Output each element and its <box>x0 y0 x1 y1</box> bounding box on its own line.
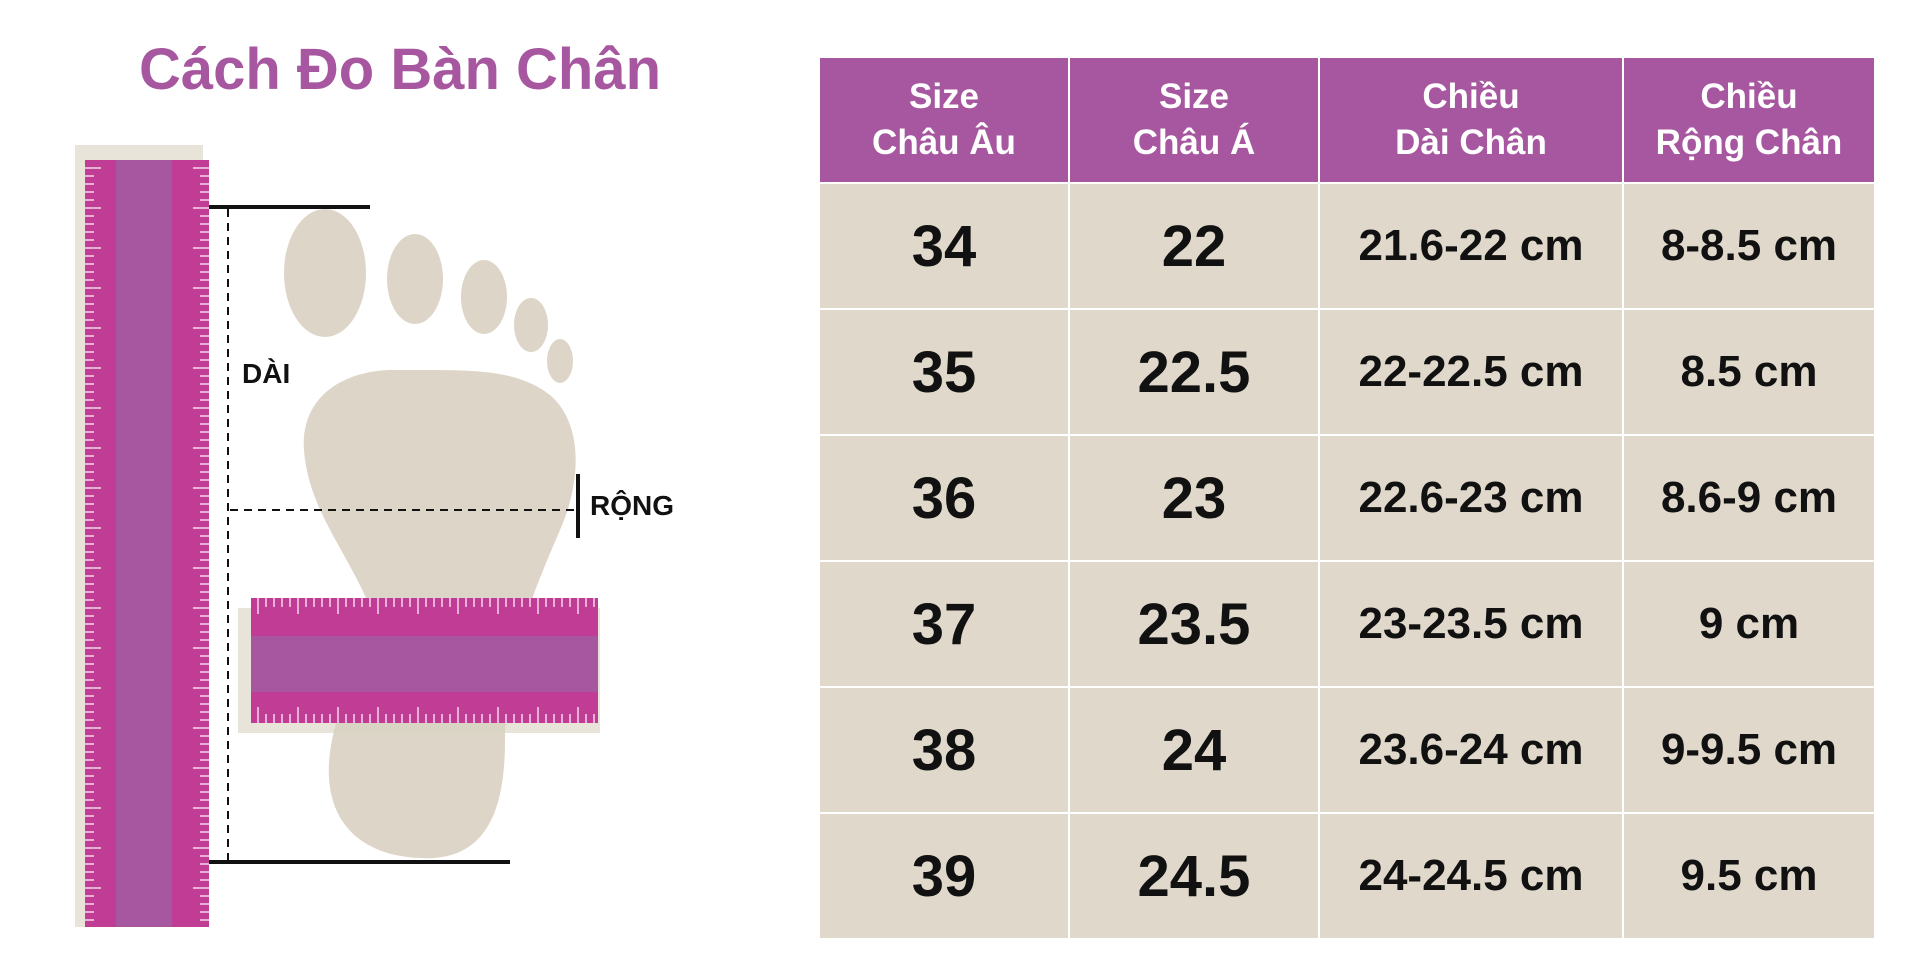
eu-size-cell: 39 <box>818 812 1070 940</box>
length-cell: 22.6-23 cm <box>1318 434 1624 562</box>
eu-size-cell: 35 <box>818 308 1070 436</box>
eu-size-cell: 34 <box>818 182 1070 310</box>
table-row: 35 22.5 22-22.5 cm 8.5 cm <box>818 308 1876 436</box>
length-cell: 21.6-22 cm <box>1318 182 1624 310</box>
width-cell: 9 cm <box>1622 560 1876 688</box>
asia-size-cell: 24 <box>1068 686 1320 814</box>
length-label: DÀI <box>242 358 291 389</box>
width-cell: 8.5 cm <box>1622 308 1876 436</box>
asia-size-cell: 24.5 <box>1068 812 1320 940</box>
asia-size-cell: 22.5 <box>1068 308 1320 436</box>
asia-size-cell: 23 <box>1068 434 1320 562</box>
length-cell: 24-24.5 cm <box>1318 812 1624 940</box>
vertical-ruler-icon <box>75 145 209 927</box>
horizontal-ruler-icon <box>238 598 600 733</box>
page-title: Cách Đo Bàn Chân <box>138 37 662 102</box>
table-row: 38 24 23.6-24 cm 9-9.5 cm <box>818 686 1876 814</box>
width-cell: 8.6-9 cm <box>1622 434 1876 562</box>
width-cell: 9.5 cm <box>1622 812 1876 940</box>
eu-size-cell: 38 <box>818 686 1070 814</box>
foot-icon <box>284 209 576 859</box>
header-foot-length: Chiều Dài Chân <box>1318 56 1624 184</box>
length-cell: 23-23.5 cm <box>1318 560 1624 688</box>
asia-size-cell: 22 <box>1068 182 1320 310</box>
header-eu-size: Size Châu Âu <box>818 56 1070 184</box>
table-header-row: Size Châu Âu Size Châu Á Chiều Dài Chân … <box>818 56 1876 184</box>
table-row: 36 23 22.6-23 cm 8.6-9 cm <box>818 434 1876 562</box>
size-chart-table: Size Châu Âu Size Châu Á Chiều Dài Chân … <box>818 56 1876 940</box>
width-label: RỘNG <box>590 490 674 521</box>
header-foot-width: Chiều Rộng Chân <box>1622 56 1876 184</box>
foot-measure-illustration <box>75 145 600 927</box>
eu-size-cell: 37 <box>818 560 1070 688</box>
length-cell: 22-22.5 cm <box>1318 308 1624 436</box>
measure-guide: Cách Đo Bàn Chân DÀI RỘNG <box>0 0 800 960</box>
length-cell: 23.6-24 cm <box>1318 686 1624 814</box>
asia-size-cell: 23.5 <box>1068 560 1320 688</box>
width-cell: 8-8.5 cm <box>1622 182 1876 310</box>
width-cell: 9-9.5 cm <box>1622 686 1876 814</box>
eu-size-cell: 36 <box>818 434 1070 562</box>
table-row: 39 24.5 24-24.5 cm 9.5 cm <box>818 812 1876 940</box>
header-asia-size: Size Châu Á <box>1068 56 1320 184</box>
table-row: 34 22 21.6-22 cm 8-8.5 cm <box>818 182 1876 310</box>
table-row: 37 23.5 23-23.5 cm 9 cm <box>818 560 1876 688</box>
